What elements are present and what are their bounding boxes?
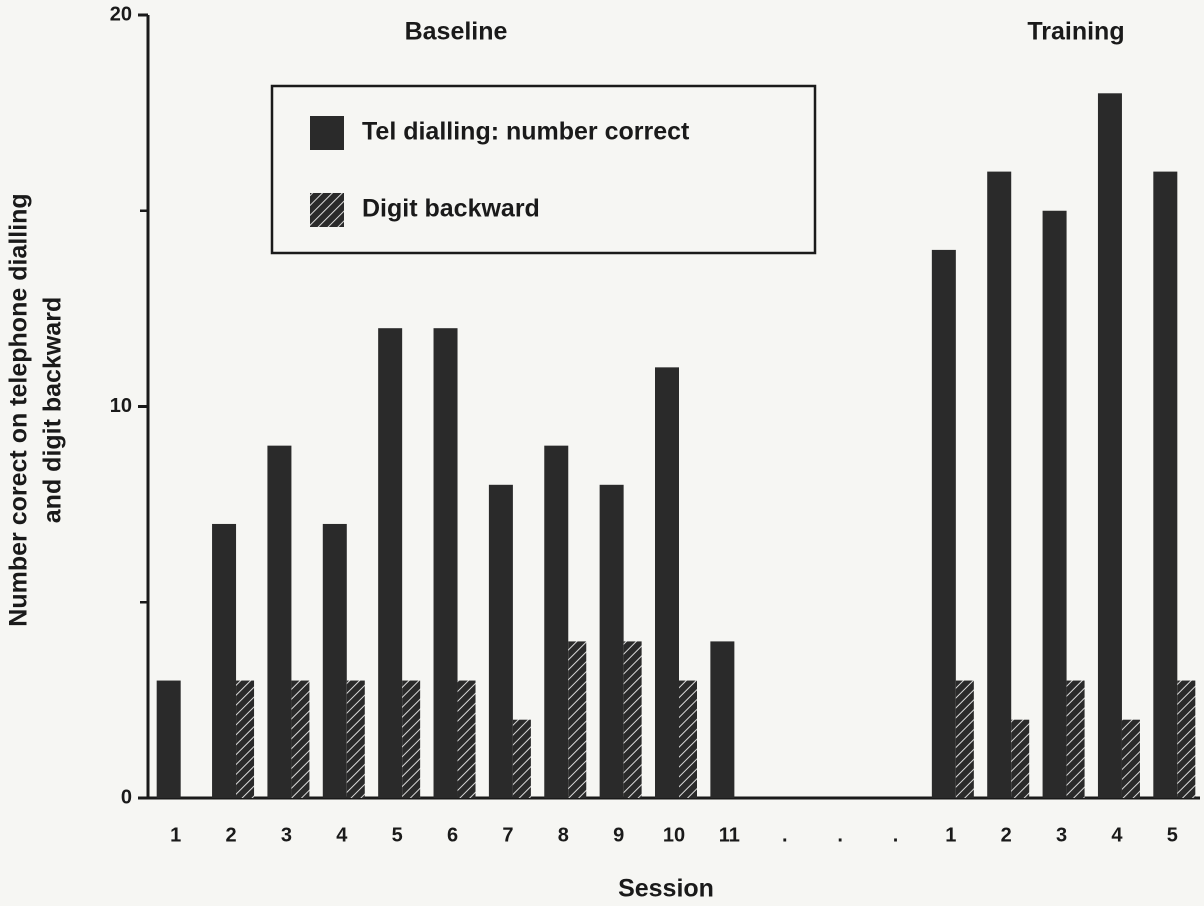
- bar: [457, 680, 476, 798]
- group-label: Training: [1027, 18, 1124, 46]
- x-tick-label: 7: [502, 824, 513, 846]
- x-tick-label: 6: [447, 824, 458, 846]
- x-tick-label: 3: [281, 824, 292, 846]
- x-tick-label: 1: [945, 824, 956, 846]
- legend-swatch: [310, 193, 344, 227]
- group-label: Baseline: [405, 18, 508, 46]
- bar: [267, 445, 292, 798]
- bar: [156, 680, 181, 798]
- bar: [512, 719, 531, 798]
- bar: [291, 680, 310, 798]
- x-tick-label: 9: [613, 824, 624, 846]
- bar: [1177, 680, 1196, 798]
- x-axis-title: Session: [618, 875, 714, 903]
- y-axis-title: and digit backward: [39, 297, 67, 523]
- bar: [1153, 171, 1178, 799]
- bar: [568, 641, 587, 798]
- x-tick-label: 10: [663, 824, 685, 846]
- bar: [1121, 719, 1140, 798]
- x-tick-label: 4: [1111, 824, 1123, 846]
- x-tick-label: 2: [225, 824, 236, 846]
- bar: [378, 328, 403, 798]
- x-tick-label: 4: [336, 824, 348, 846]
- x-tick-label: 2: [1001, 824, 1012, 846]
- bar: [599, 484, 624, 798]
- bar: [987, 171, 1012, 799]
- bar: [955, 680, 974, 798]
- y-axis-title: Number corect on telephone dialling: [5, 193, 33, 626]
- bar: [212, 523, 237, 798]
- legend-box: [270, 84, 817, 255]
- legend-label: Tel dialling: number correct: [362, 118, 690, 146]
- x-tick-label: 5: [392, 824, 403, 846]
- y-tick-label: 0: [121, 786, 132, 808]
- bar: [322, 523, 347, 798]
- x-tick-label: .: [893, 824, 899, 846]
- bar: [488, 484, 513, 798]
- legend-label: Digit backward: [362, 195, 540, 223]
- bar: [710, 641, 735, 798]
- x-tick-label: .: [837, 824, 843, 846]
- x-tick-label: 11: [719, 824, 740, 846]
- bar: [1011, 719, 1030, 798]
- x-tick-label: .: [782, 824, 788, 846]
- bar: [236, 680, 255, 798]
- bar: [433, 328, 458, 798]
- legend-swatch: [310, 116, 344, 150]
- bar: [931, 249, 956, 798]
- bar: [1097, 93, 1122, 799]
- bar: [1066, 680, 1085, 798]
- bar: [402, 680, 421, 798]
- bar: [544, 445, 569, 798]
- y-tick-label: 20: [110, 3, 132, 25]
- bar: [655, 367, 679, 798]
- bar: [346, 680, 365, 798]
- x-tick-label: 5: [1167, 824, 1178, 846]
- x-tick-label: 8: [558, 824, 569, 846]
- x-tick-label: 1: [170, 824, 181, 846]
- x-tick-label: 3: [1056, 824, 1067, 846]
- y-tick-label: 10: [110, 395, 132, 417]
- bar: [679, 680, 697, 798]
- bar: [623, 641, 642, 798]
- bar: [1042, 210, 1067, 798]
